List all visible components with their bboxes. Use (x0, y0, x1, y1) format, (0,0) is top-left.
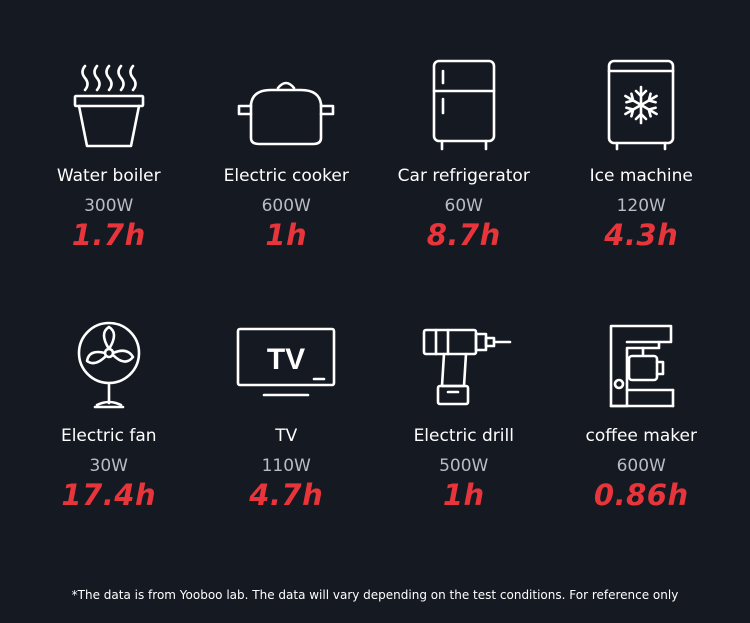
appliance-runtime: 1h (442, 478, 485, 512)
appliance-runtime: 8.7h (426, 218, 501, 252)
appliance-name: Electric fan (60, 426, 157, 446)
appliance-name: Electric cooker (223, 166, 349, 186)
appliance-power: 110W (261, 456, 311, 476)
appliance-power: 300W (84, 196, 134, 216)
tv-icon-label: TV (267, 343, 305, 376)
appliance-grid: Water boiler 300W 1.7h Electric cooker 6… (20, 55, 730, 575)
tv-icon: TV (231, 315, 341, 415)
appliance-runtime: 4.3h (604, 218, 679, 252)
appliance-runtime: 4.7h (249, 478, 324, 512)
appliance-name: coffee maker (585, 426, 697, 446)
appliance-runtime: 1.7h (71, 218, 146, 252)
electric-drill-icon (409, 315, 519, 415)
coffee-maker-icon (586, 315, 696, 415)
appliance-name: TV (275, 426, 298, 446)
appliance-power: 500W (439, 456, 489, 476)
appliance-card: Electric drill 500W 1h (375, 315, 553, 575)
footnote: *The data is from Yooboo lab. The data w… (71, 588, 679, 602)
appliance-card: Electric fan 30W 17.4h (20, 315, 198, 575)
appliance-power: 30W (89, 456, 128, 476)
appliance-power: 120W (616, 196, 666, 216)
appliance-card: Ice machine 120W 4.3h (553, 55, 731, 315)
appliance-card: Electric cooker 600W 1h (198, 55, 376, 315)
appliance-name: Electric drill (413, 426, 514, 446)
appliance-runtime: 17.4h (61, 478, 157, 512)
appliance-power: 600W (261, 196, 311, 216)
appliance-runtime: 1h (265, 218, 308, 252)
appliance-name: Water boiler (56, 166, 161, 186)
appliance-card: Water boiler 300W 1.7h (20, 55, 198, 315)
appliance-name: Car refrigerator (397, 166, 530, 186)
appliance-card: TV TV 110W 4.7h (198, 315, 376, 575)
appliance-power: 600W (616, 456, 666, 476)
appliance-name: Ice machine (589, 166, 693, 186)
appliance-runtime: 0.86h (593, 478, 689, 512)
appliance-card: Car refrigerator 60W 8.7h (375, 55, 553, 315)
ice-machine-icon (586, 55, 696, 155)
electric-cooker-icon (231, 55, 341, 155)
appliance-power: 60W (444, 196, 483, 216)
car-refrigerator-icon (409, 55, 519, 155)
appliance-card: coffee maker 600W 0.86h (553, 315, 731, 575)
water-boiler-icon (54, 55, 164, 155)
electric-fan-icon (54, 315, 164, 415)
